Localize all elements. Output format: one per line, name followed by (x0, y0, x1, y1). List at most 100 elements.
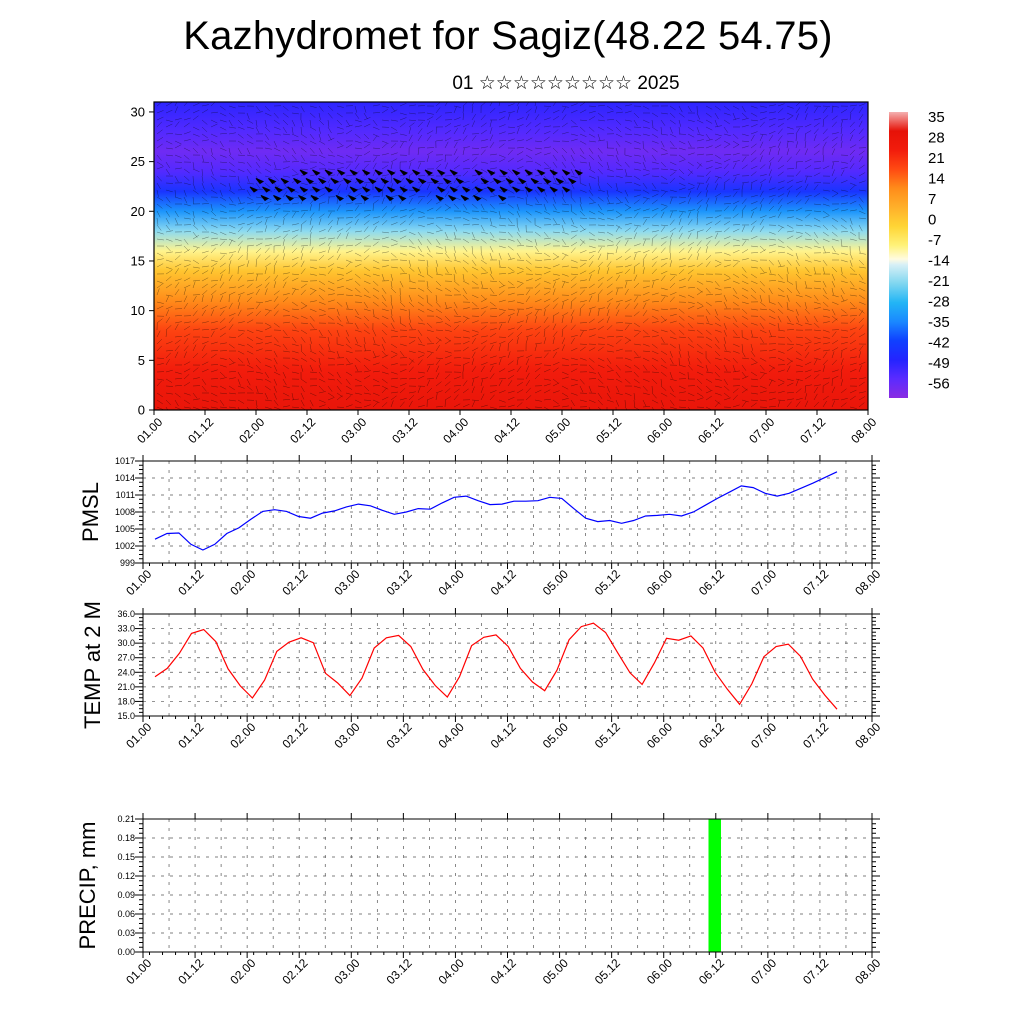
xtick-label: 06.00 (644, 720, 675, 751)
xtick-label: 01.12 (175, 956, 206, 987)
wind-barb (262, 186, 271, 193)
ytick-label: 1002 (115, 541, 135, 551)
wind-barb (449, 186, 459, 193)
colorbar-label: -49 (928, 355, 950, 372)
xtick-label: 08.00 (852, 567, 883, 598)
heat-xtick-label: 02.00 (236, 415, 267, 446)
xtick-label: 04.00 (436, 956, 467, 987)
colorbar-label: -7 (928, 232, 941, 249)
wind-barb (462, 186, 471, 193)
wind-barb (530, 178, 540, 185)
wind-barb (430, 178, 440, 185)
xtick-label: 05.00 (540, 720, 571, 751)
wind-barb (273, 195, 282, 202)
xtick-label: 05.12 (592, 720, 623, 751)
heat-xtick-label: 05.00 (542, 415, 573, 446)
colorbar-label: 0 (928, 212, 936, 229)
ytick-label: 0.12 (117, 871, 135, 881)
wind-barb (260, 195, 270, 202)
series-line (154, 471, 838, 551)
ytick-label: 24.0 (117, 667, 135, 677)
wind-barb (549, 169, 559, 176)
ytick-label: 0.00 (117, 947, 135, 957)
colorbar-label: -28 (928, 294, 950, 311)
ytick-label: 1011 (116, 490, 135, 500)
series-line (154, 622, 838, 710)
heat-xtick-label: 04.12 (491, 415, 522, 446)
wind-barb (324, 169, 334, 176)
xtick-label: 04.12 (488, 567, 519, 598)
xtick-label: 02.00 (227, 720, 258, 751)
xtick-label: 04.00 (436, 720, 467, 751)
wind-barb (298, 195, 307, 202)
xtick-label: 05.00 (540, 567, 571, 598)
wind-barb (393, 178, 402, 185)
wind-barb (437, 186, 446, 193)
heat-ytick-label: 5 (138, 353, 145, 368)
wind-barb (474, 186, 484, 193)
xtick-label: 02.12 (279, 956, 310, 987)
wind-barb (380, 178, 390, 185)
xtick-label: 02.00 (227, 567, 258, 598)
grid (143, 819, 872, 952)
colorbar-label: -35 (928, 314, 950, 331)
colorbar-label: 21 (928, 150, 945, 167)
wind-barb (274, 186, 284, 193)
wind-barb (337, 169, 346, 176)
xtick-label: 01.12 (175, 567, 206, 598)
wind-barb (524, 186, 534, 193)
ytick-label: 18.0 (117, 696, 135, 706)
xtick-label: 07.12 (800, 567, 831, 598)
ylabel: TEMP at 2 M (80, 601, 105, 729)
wind-barb (543, 178, 552, 185)
wind-barb (437, 169, 446, 176)
ytick-label: 999 (120, 558, 135, 568)
ytick-label: 1014 (115, 473, 135, 483)
wind-barb (480, 178, 490, 185)
ylabel: PRECIP, mm (75, 822, 100, 950)
wind-barb (498, 195, 507, 202)
wind-barb (443, 178, 452, 185)
grid (143, 461, 872, 563)
wind-barb (360, 195, 370, 202)
ylabel: PMSL (78, 482, 103, 542)
wind-barb (349, 169, 359, 176)
wind-barb (435, 195, 445, 202)
wind-barb (499, 169, 509, 176)
wind-barb (293, 178, 302, 185)
wind-barb (310, 195, 320, 202)
wind-barb (524, 169, 534, 176)
ytick-label: 0.15 (117, 852, 135, 862)
heat-ytick-label: 0 (138, 403, 145, 418)
heat-xtick-label: 03.00 (338, 415, 369, 446)
ytick-label: 36.0 (117, 609, 135, 619)
heat-ytick-label: 20 (131, 204, 145, 219)
xtick-label: 08.00 (852, 720, 883, 751)
wind-barb (405, 178, 415, 185)
wind-barb (555, 178, 565, 185)
wind-barb (335, 195, 345, 202)
wind-barb (305, 178, 315, 185)
wind-barb (562, 186, 571, 193)
colorbar-label: 35 (928, 109, 945, 126)
wind-barb (374, 186, 384, 193)
wind-barb (418, 178, 427, 185)
heat-xtick-label: 06.12 (695, 415, 726, 446)
wind-barb (487, 169, 496, 176)
wind-barb (387, 169, 396, 176)
wind-barb (512, 169, 521, 176)
xtick-label: 01.00 (123, 956, 154, 987)
heat-xtick-label: 06.00 (644, 415, 675, 446)
wind-barb (349, 186, 359, 193)
xtick-label: 05.12 (592, 956, 623, 987)
wind-barb (255, 178, 265, 185)
heat-xtick-label: 08.00 (848, 415, 879, 446)
wind-barb (493, 178, 502, 185)
wind-barb (287, 186, 296, 193)
wind-barb (387, 186, 396, 193)
wind-barb (568, 178, 577, 185)
wind-barb (412, 186, 421, 193)
wind-barb (299, 186, 309, 193)
wind-barb (474, 169, 484, 176)
